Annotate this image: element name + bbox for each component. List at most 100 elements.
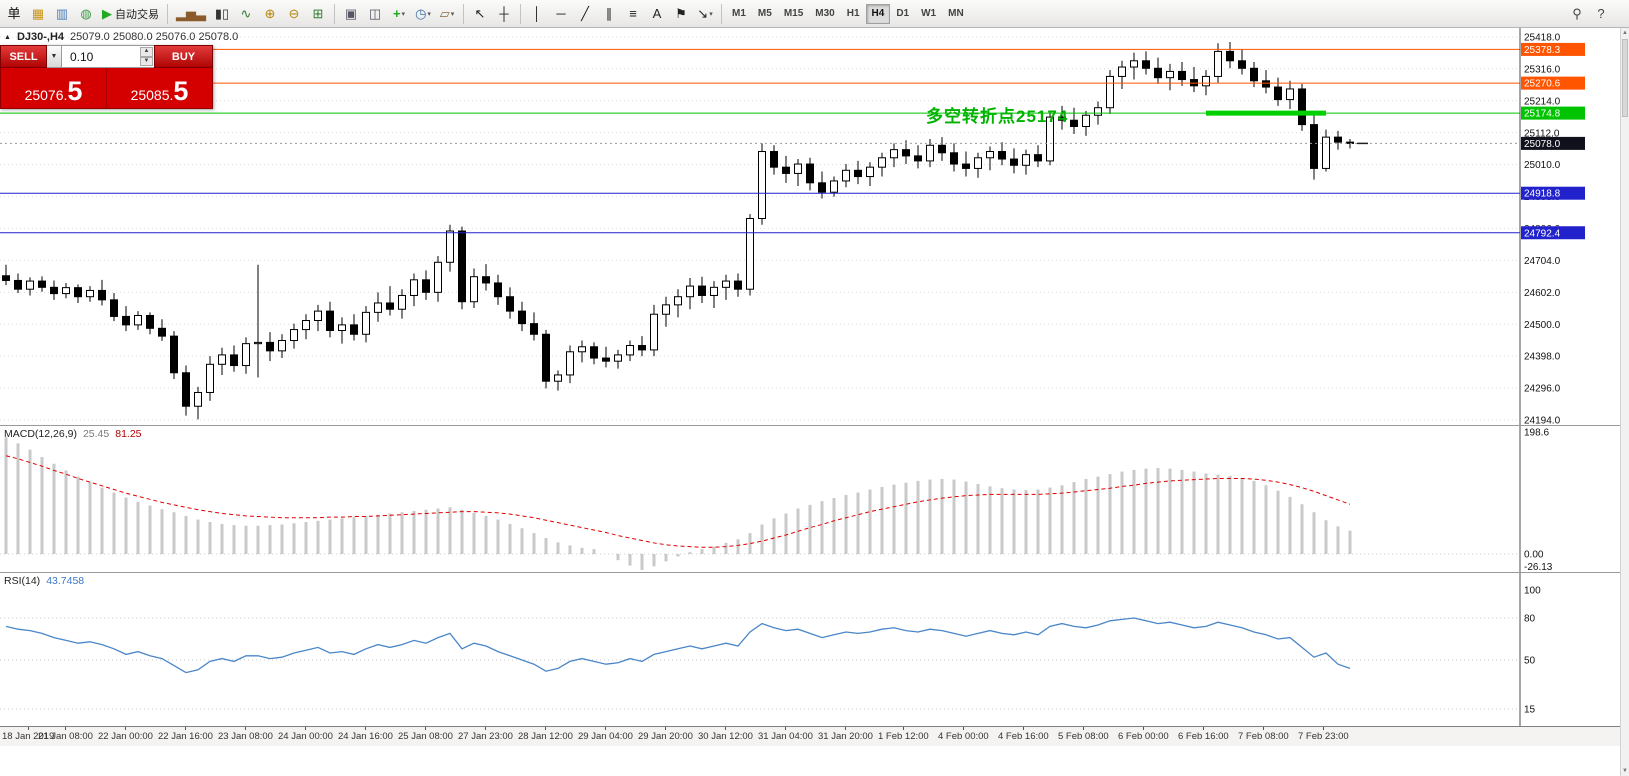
buy-price[interactable]: 25085. 5 — [107, 68, 212, 108]
ohlc-quote: 25079.0 25080.0 25076.0 25078.0 — [70, 31, 239, 43]
timeframe-m1-button[interactable]: M1 — [732, 8, 746, 19]
rsi-indicator-chart[interactable]: 100 80 50 15 — [0, 573, 1620, 726]
new-order-button[interactable]: 单 — [3, 3, 25, 25]
timeframe-h4-button[interactable]: H4 — [865, 3, 891, 24]
time-axis-label: 4 Feb 00:00 — [938, 727, 989, 742]
templates-caret-icon: ▾ — [450, 10, 455, 18]
bull-candle — [566, 351, 574, 376]
zoom-out-button[interactable]: ⊖ — [283, 3, 305, 25]
horizontal-line-button[interactable]: ─ — [550, 3, 572, 25]
autotrading-button[interactable]: ▶ 自动交易 — [99, 3, 162, 25]
timeframe-h1-button[interactable]: H1 — [846, 8, 860, 19]
bear-candle — [98, 289, 106, 301]
bull-candle — [578, 346, 586, 353]
bull-candle — [722, 280, 730, 288]
zoom-in-button[interactable]: ⊕ — [259, 3, 281, 25]
price-tag-label: 24918.8 — [1524, 189, 1561, 200]
timeframe-m15-button[interactable]: M15 — [783, 8, 804, 19]
time-axis-label: 6 Feb 16:00 — [1178, 727, 1229, 742]
timeframe-mn-button[interactable]: MN — [948, 8, 964, 19]
symbol-info: ▲ DJ30-,H4 25079.0 25080.0 25076.0 25078… — [4, 31, 238, 43]
time-axis-label: 6 Feb 00:00 — [1118, 727, 1169, 742]
sell-button[interactable]: SELL — [0, 45, 47, 68]
bull-candle — [374, 302, 382, 313]
price-tag — [1521, 106, 1585, 120]
data-window-icon: ◍ — [80, 6, 92, 21]
autotrading-icon: ▶ — [102, 6, 112, 21]
scroll-up-button[interactable]: ▲ — [1622, 30, 1628, 36]
toolbar-separator — [334, 3, 335, 24]
timeframe-d1-button[interactable]: D1 — [896, 8, 910, 19]
new-order-icon: 单 — [7, 6, 21, 21]
tile-windows-button[interactable]: ⊞ — [307, 3, 329, 25]
lot-decrease-button[interactable]: ▼ — [140, 56, 153, 66]
indicators-button[interactable]: + ▾ — [388, 3, 410, 25]
collapse-chart-icon[interactable]: ▲ — [4, 33, 11, 41]
data-window-button[interactable]: ◍ — [75, 3, 97, 25]
bar-chart-mode-button[interactable]: ▂▅▃ — [173, 3, 209, 25]
price-axis-label: 25418.0 — [1524, 33, 1561, 44]
candle-chart-mode-button[interactable]: ▮▯ — [211, 3, 233, 25]
buy-price-big-digit: 5 — [173, 76, 189, 107]
sell-price[interactable]: 25076. 5 — [1, 68, 107, 108]
one-click-trading-panel: SELL ▼ 0.10 ▲ ▼ BUY 25076. 5 25085. 5 — [0, 45, 213, 109]
cascade-windows-button[interactable]: ▣ — [340, 3, 362, 25]
bear-candle — [350, 324, 358, 335]
trade-prices-row: 25076. 5 25085. 5 — [0, 68, 213, 109]
time-axis-label: 1 Feb 12:00 — [878, 727, 929, 742]
bear-candle — [1070, 119, 1078, 127]
bear-candle — [122, 315, 130, 326]
label-flag-button[interactable]: ⚑ — [670, 3, 692, 25]
time-axis-label: 23 Jan 08:00 — [218, 727, 273, 742]
bull-candle — [290, 329, 298, 342]
templates-button[interactable]: ▱ ▾ — [436, 3, 458, 25]
buy-button[interactable]: BUY — [154, 45, 213, 68]
timeframe-m5-button[interactable]: M5 — [757, 8, 772, 19]
scroll-down-button[interactable]: ▼ — [1622, 768, 1628, 774]
rsi-axis-label: 50 — [1524, 656, 1536, 667]
toolbar-separator — [167, 3, 168, 24]
time-axis-label: 31 Jan 20:00 — [818, 727, 873, 742]
price-axis-label: 25112.0 — [1524, 128, 1560, 139]
bull-candle — [1118, 66, 1126, 77]
profiles-button[interactable]: ▥ — [51, 3, 73, 25]
bull-candle — [278, 340, 286, 352]
fibonacci-button[interactable]: ≡ — [622, 3, 644, 25]
text-tool-button[interactable]: A — [646, 3, 668, 25]
trendline-button[interactable]: ╱ — [574, 3, 596, 25]
macd-indicator-chart[interactable]: 198.6 0.00-26.13 — [0, 426, 1620, 572]
cursor-button[interactable]: ↖ — [469, 3, 491, 25]
help-button[interactable]: ? — [1590, 3, 1612, 25]
candlestick-chart[interactable]: 25418.025316.025214.025112.025010.024908… — [0, 28, 1620, 425]
search-button[interactable]: ⚲ — [1566, 3, 1588, 25]
line-chart-mode-button[interactable]: ∿ — [235, 3, 257, 25]
bull-candle — [362, 311, 370, 335]
equidistant-channel-button[interactable]: ∥ — [598, 3, 620, 25]
vertical-scrollbar[interactable]: ▲ ▼ — [1620, 28, 1629, 776]
timeframe-w1-button[interactable]: W1 — [921, 8, 937, 19]
bear-candle — [542, 333, 550, 382]
time-axis-label: 28 Jan 12:00 — [518, 727, 573, 742]
new-chart-button[interactable]: ▦ — [27, 3, 49, 25]
bear-candle — [1310, 124, 1318, 169]
fibonacci-icon: ≡ — [629, 6, 637, 21]
arrange-windows-button[interactable]: ◫ — [364, 3, 386, 25]
lot-size-input[interactable]: 0.10 ▲ ▼ — [62, 45, 154, 68]
periods-caret-icon: ▾ — [427, 10, 431, 18]
bull-candle — [446, 230, 454, 263]
vertical-line-button[interactable]: │ — [526, 3, 548, 25]
scrollbar-thumb[interactable] — [1622, 39, 1628, 117]
bull-candle — [26, 280, 34, 290]
bull-candle — [194, 391, 202, 407]
price-tag-label: 25174.8 — [1524, 109, 1561, 120]
price-axis-label: 24602.0 — [1524, 288, 1561, 299]
lot-increase-button[interactable]: ▲ — [140, 47, 153, 57]
periods-button[interactable]: ◷ ▾ — [412, 3, 434, 25]
timeframe-m30-button[interactable]: M30 — [815, 8, 835, 19]
bear-candle — [50, 286, 58, 295]
order-options-dropdown[interactable]: ▼ — [47, 45, 62, 68]
bear-candle — [902, 149, 910, 157]
arrows-tool-button[interactable]: ↘ ▾ — [694, 3, 716, 25]
macd-signal-value: 81.25 — [115, 428, 142, 440]
crosshair-button[interactable]: ┼ — [493, 3, 515, 25]
